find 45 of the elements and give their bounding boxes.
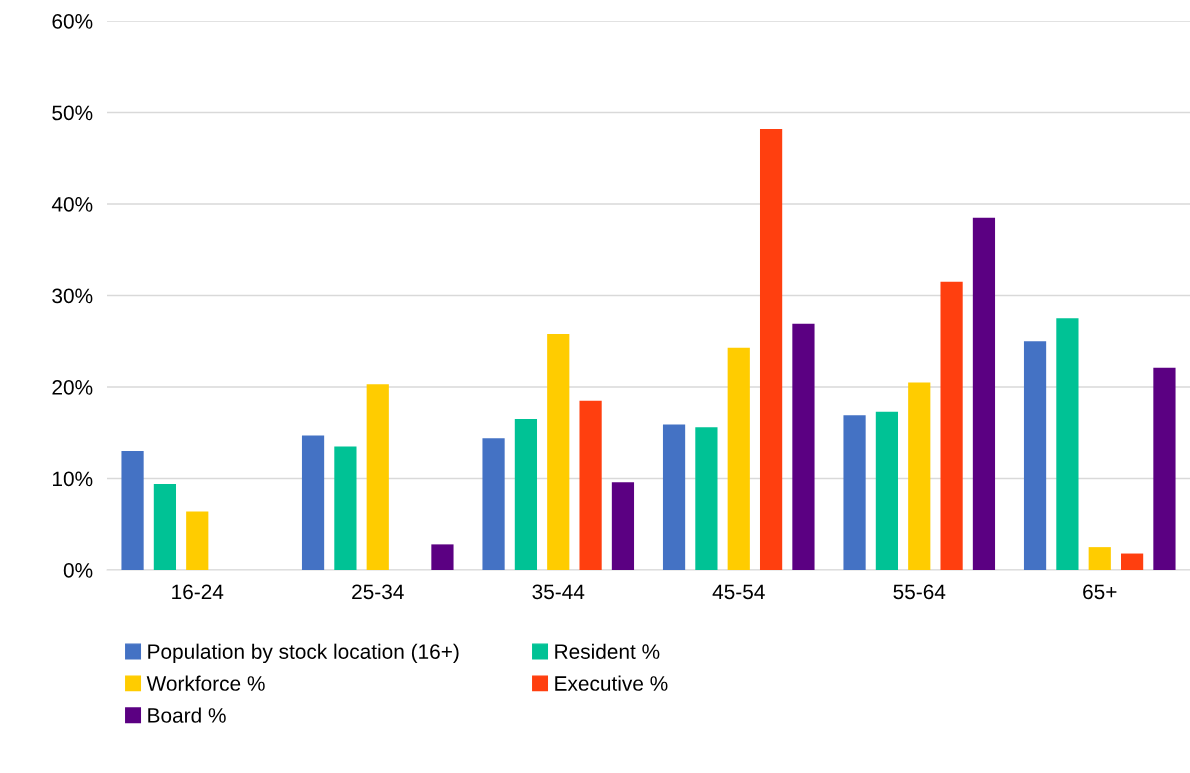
bar <box>579 400 602 570</box>
y-tick-label: 20% <box>52 380 93 395</box>
bar <box>908 382 931 570</box>
bar <box>334 446 357 570</box>
bar <box>547 333 570 570</box>
bar <box>1023 341 1047 570</box>
bar <box>301 435 325 570</box>
bar <box>662 424 686 570</box>
legend-label: Resident % <box>555 643 660 659</box>
bar <box>153 483 177 570</box>
y-tick-label: 10% <box>53 471 93 487</box>
bar <box>1088 547 1111 570</box>
y-tick-label: 0% <box>63 563 93 578</box>
bar <box>792 323 815 570</box>
bar <box>843 415 866 570</box>
x-tick-label: 65+ <box>1083 584 1117 600</box>
x-tick-label: 16-24 <box>172 584 224 600</box>
legend-label: Population by stock location (16+) <box>148 643 459 664</box>
bar <box>759 128 783 570</box>
bar <box>514 419 538 570</box>
legend-label: Board % <box>148 707 226 723</box>
bar <box>875 411 899 570</box>
bar <box>727 347 750 570</box>
bar <box>482 438 505 570</box>
bar <box>940 281 963 570</box>
bar <box>366 384 389 570</box>
x-tick-label: 35-44 <box>532 584 585 600</box>
bar <box>1056 318 1079 570</box>
bar <box>431 544 454 570</box>
legend-label: Executive % <box>555 675 668 691</box>
x-tick-label: 25-34 <box>352 584 404 600</box>
x-tick-label: 55-64 <box>893 584 946 600</box>
y-tick-label: 30% <box>52 288 93 304</box>
legend-label: Workforce % <box>146 675 265 691</box>
y-tick-label: 60% <box>52 14 93 29</box>
bar <box>186 511 209 570</box>
bar <box>121 451 144 570</box>
bar <box>1120 553 1144 570</box>
bar <box>611 482 635 570</box>
bar <box>1153 367 1176 570</box>
y-tick-label: 40% <box>51 197 93 212</box>
bar <box>972 217 996 570</box>
x-tick-label: 45-54 <box>712 584 765 600</box>
bar <box>695 427 718 570</box>
y-tick-label: 50% <box>52 105 93 121</box>
